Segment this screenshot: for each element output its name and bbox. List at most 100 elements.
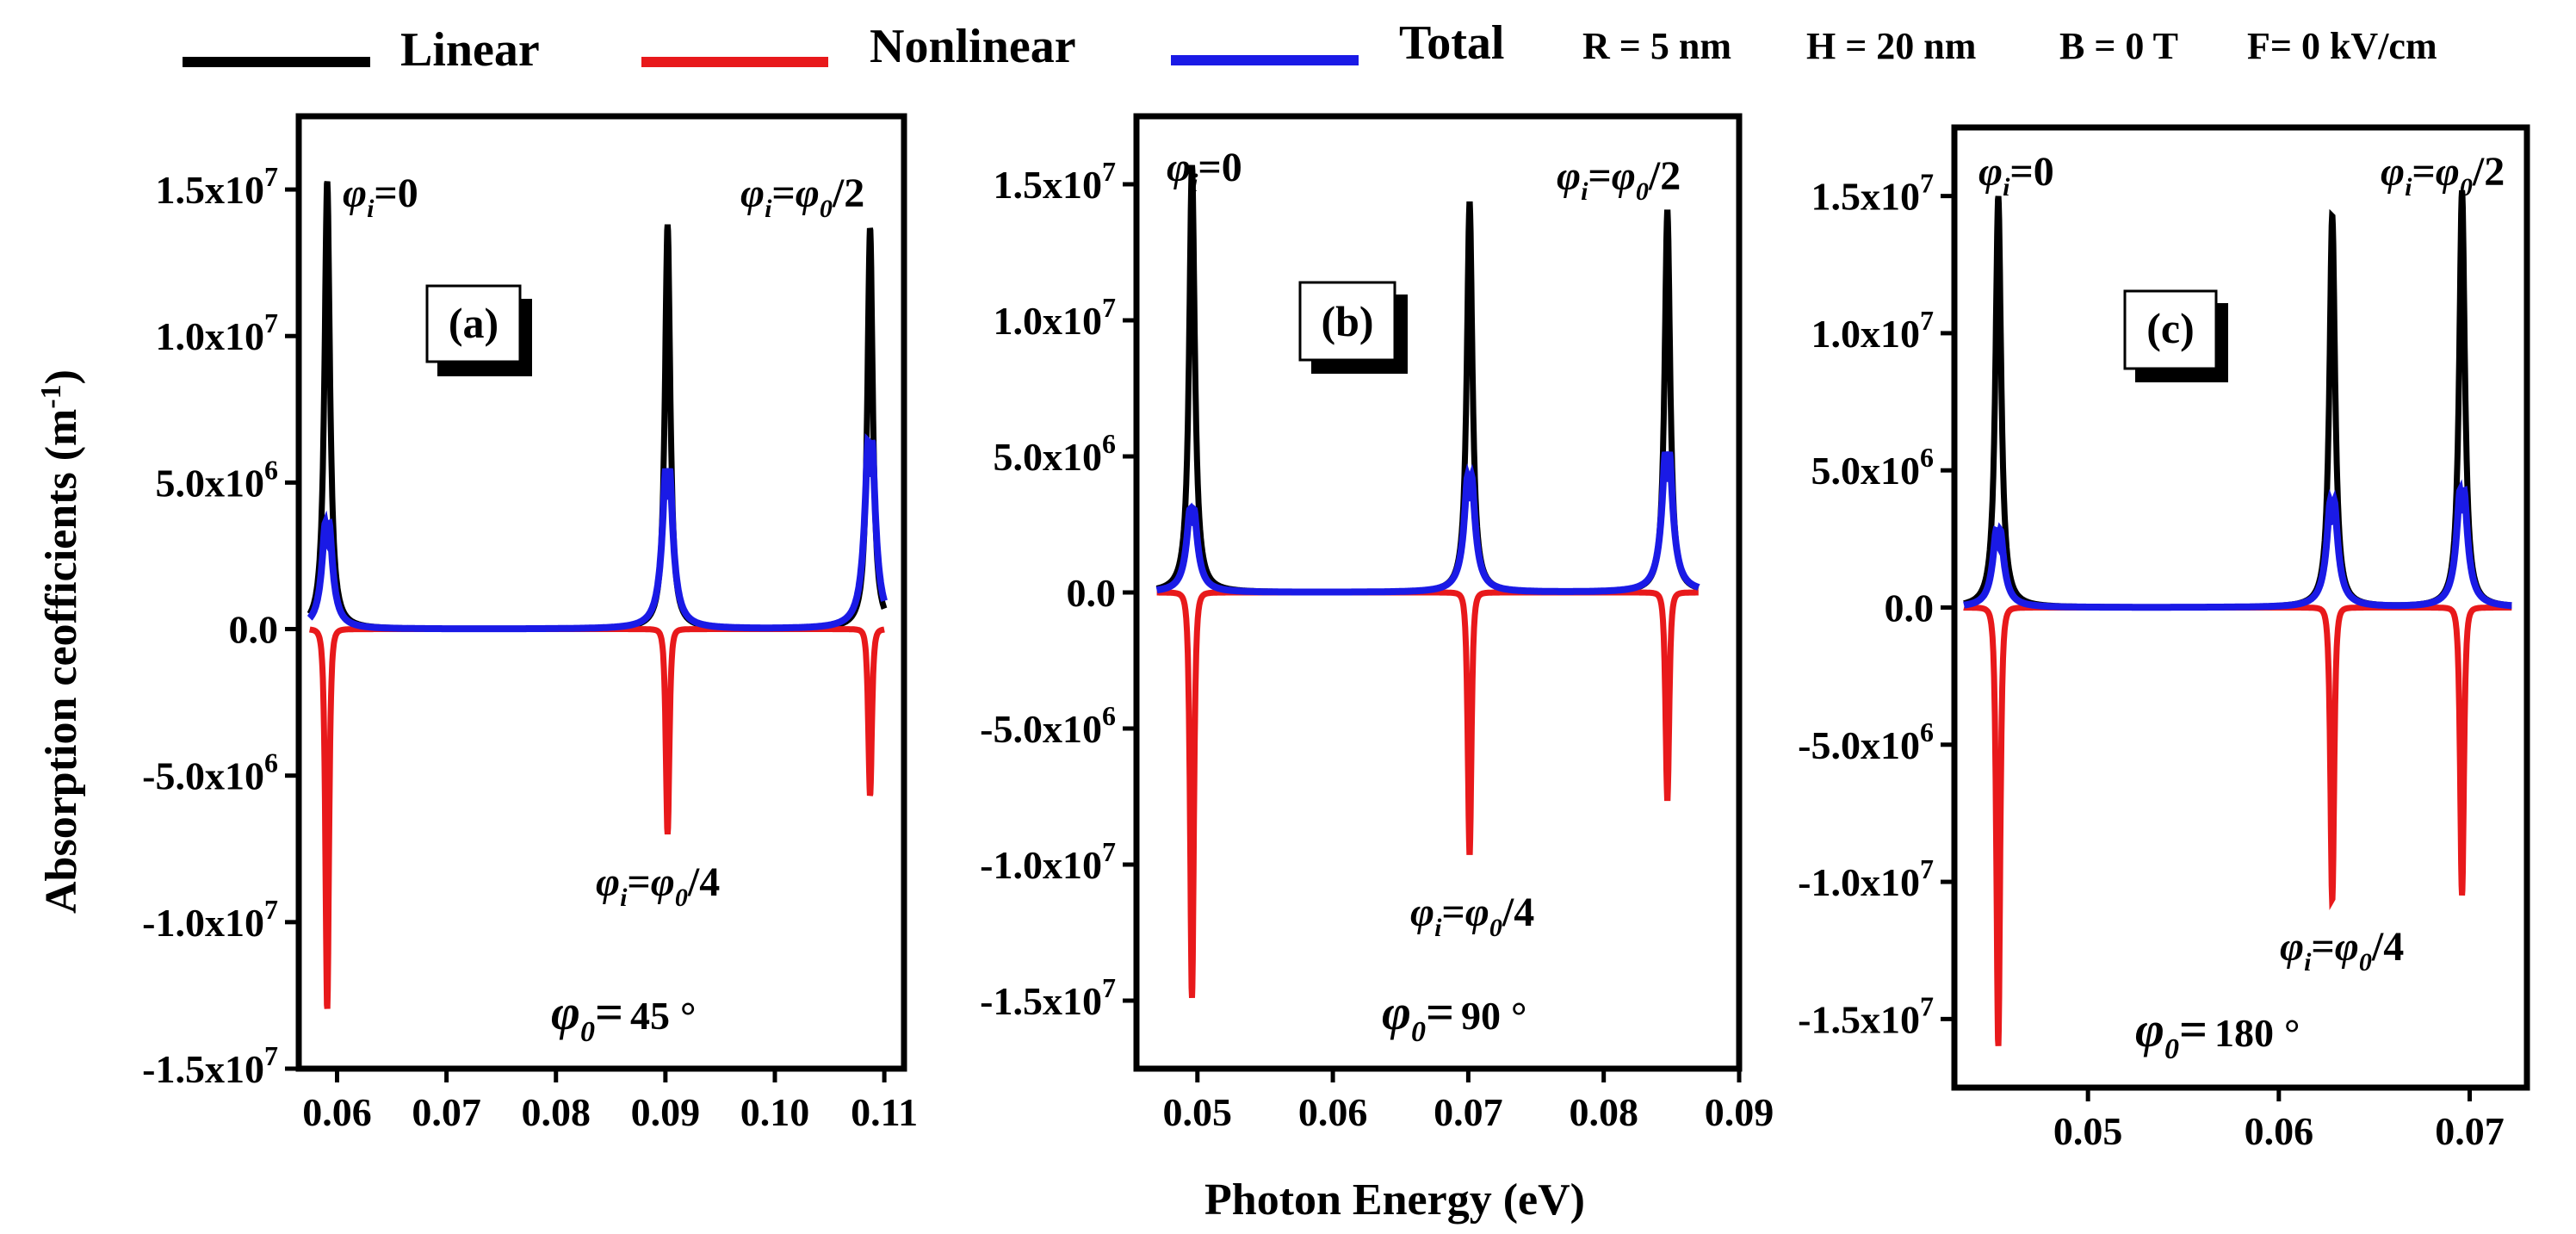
frac: /4 — [687, 859, 720, 905]
val: 45 — [630, 994, 670, 1038]
panel-a-curves — [307, 181, 888, 1009]
panel-c-annotation-phi-i-quarter: φi=φ0/4 — [2280, 924, 2404, 977]
sym: φ — [1167, 145, 1191, 190]
panel-a-ytick-label: -1.0x107 — [142, 894, 278, 945]
legend: Linear Nonlinear Total — [183, 16, 1504, 77]
sub: i — [765, 195, 772, 223]
sym: φ — [596, 859, 620, 905]
sub: i — [1581, 177, 1588, 206]
eq: = — [771, 171, 795, 216]
deg: ° — [2284, 1011, 2300, 1055]
panel-b-ytick-label: 1.5x107 — [994, 156, 1117, 207]
panel-b-ytick-label: 0.0 — [1067, 571, 1117, 615]
panel-b-label-frame — [1298, 281, 1396, 362]
panel-b-ytick-label: 1.0x107 — [994, 292, 1117, 343]
panel-b-label: (b) — [1321, 297, 1373, 345]
sym: φ — [2135, 1001, 2164, 1057]
panel-b-phi0-label: φ0= 90 ° — [1382, 984, 1526, 1048]
panel-c-series-linear — [1963, 189, 2512, 611]
sym: φ — [740, 171, 765, 216]
sub2: 0 — [1489, 914, 1502, 942]
panel-a-xtick-label: 0.11 — [851, 1090, 918, 1134]
panel-a-xtick-label: 0.07 — [412, 1090, 481, 1134]
sub2: 0 — [2359, 948, 2372, 977]
sym2: φ — [1465, 890, 1489, 935]
panel-c: -1.5x107 -1.0x107 -5.0x106 0.0 5.0x106 1.0x10… — [1798, 124, 2530, 1153]
frac: /4 — [2371, 924, 2404, 970]
eq: =0 — [2009, 149, 2053, 195]
panel-b-label-box: (b) — [1298, 281, 1408, 374]
panel-b-series-nonlinear — [1156, 589, 1699, 998]
eq: = — [595, 984, 623, 1040]
panel-b-annotation-phi-i-half: φi=φ0/2 — [1557, 153, 1681, 206]
sym: φ — [1382, 984, 1411, 1040]
panel-c-ytick-label: 0.0 — [1885, 586, 1935, 630]
panel-c-ytick-label: 1.5x107 — [1811, 168, 1935, 219]
sym: φ — [1410, 890, 1434, 935]
panel-c-xtick-label: 0.05 — [2053, 1109, 2123, 1153]
panel-b-ytick-label: -1.5x107 — [980, 972, 1116, 1023]
parameter-text: R = 5 nm H = 20 nm B = 0 T F= 0 kV/cm — [1582, 25, 2437, 67]
eq: = — [1588, 153, 1611, 199]
deg: ° — [680, 994, 696, 1038]
panel-a: -1.5x107 -1.0x107 -5.0x106 0.0 5.0x106 1.0x10… — [142, 113, 918, 1134]
eq: =0 — [374, 171, 418, 216]
panel-c-ticks: -1.5x107 -1.0x107 -5.0x106 0.0 5.0x106 1.0x10… — [1798, 168, 2505, 1153]
panel-b-frame — [1133, 113, 1743, 1072]
panel-c-ytick-label: 1.0x107 — [1811, 305, 1935, 356]
panel-c-curves — [1963, 189, 2512, 1046]
deg: ° — [1511, 994, 1526, 1038]
panel-a-annotation-phi-i-half: φi=φ0/2 — [740, 171, 864, 223]
legend-label-total: Total — [1399, 16, 1504, 70]
sub: 0 — [1411, 1016, 1426, 1048]
panel-c-ytick-label: 5.0x106 — [1811, 442, 1935, 493]
sym2: φ — [2335, 924, 2359, 970]
eq: = — [1426, 984, 1454, 1040]
sym2: φ — [2436, 149, 2460, 195]
panel-a-ytick-label: 0.0 — [229, 608, 279, 652]
panel-c-ytick-label: -5.0x106 — [1798, 716, 1934, 767]
frac: /2 — [832, 171, 864, 216]
sym: φ — [343, 171, 367, 216]
panel-c-label-frame — [2123, 289, 2218, 370]
panel-b-ticks: -1.5x107 -1.0x107 -5.0x106 0.0 5.0x106 1.0x10… — [980, 156, 1774, 1134]
legend-label-linear: Linear — [400, 23, 540, 77]
sub: i — [2405, 173, 2412, 202]
panel-a-label: (a) — [449, 299, 498, 347]
panel-b-xtick-label: 0.06 — [1298, 1090, 1368, 1134]
x-axis-title: Photon Energy (eV) — [1204, 1175, 1585, 1225]
panel-c-label: (c) — [2146, 304, 2195, 352]
frac: /4 — [1502, 890, 1534, 935]
panel-a-ytick-label: 1.0x107 — [156, 307, 279, 358]
y-axis-title-tail: ) — [37, 369, 86, 384]
y-axis-title: Absorption ceofficients (m-1) — [35, 369, 86, 914]
panel-a-frame — [295, 113, 907, 1072]
y-axis-title-sup: -1 — [35, 384, 67, 408]
y-axis-title-base: Absorption ceofficients (m — [37, 409, 86, 914]
sub: i — [620, 884, 628, 912]
panel-a-annotation-phi-i-quarter: φi=φ0/4 — [596, 859, 720, 912]
panel-b-ytick-label: 5.0x106 — [994, 428, 1117, 479]
sym: φ — [2381, 149, 2405, 195]
panel-c-label-box: (c) — [2123, 289, 2228, 382]
param-radius: R = 5 nm — [1582, 25, 1731, 67]
panel-a-xtick-label: 0.09 — [631, 1090, 701, 1134]
sym: φ — [2280, 924, 2304, 970]
param-electric-field: F= 0 kV/cm — [2247, 25, 2437, 67]
panel-b: -1.5x107 -1.0x107 -5.0x106 0.0 5.0x106 1.0x10… — [980, 113, 1774, 1134]
eq: = — [2311, 924, 2334, 970]
panel-c-annotation-phi-i-half: φi=φ0/2 — [2381, 149, 2505, 202]
eq: = — [627, 859, 650, 905]
panel-b-series-linear — [1155, 164, 1700, 595]
panel-a-series-total — [307, 433, 888, 633]
panel-b-ytick-label: -1.0x107 — [980, 836, 1116, 887]
sub: i — [1434, 914, 1442, 942]
panel-c-xtick-label: 0.06 — [2245, 1109, 2314, 1153]
panel-a-ytick-label: -1.5x107 — [142, 1040, 278, 1091]
panel-a-phi0-label: φ0= 45 ° — [551, 984, 696, 1048]
panel-a-label-frame — [425, 284, 522, 363]
panel-b-annotation-phi-i-0: φi=0 — [1167, 145, 1242, 197]
panel-c-xtick-label: 0.07 — [2435, 1109, 2505, 1153]
panel-b-xtick-label: 0.07 — [1434, 1090, 1503, 1134]
